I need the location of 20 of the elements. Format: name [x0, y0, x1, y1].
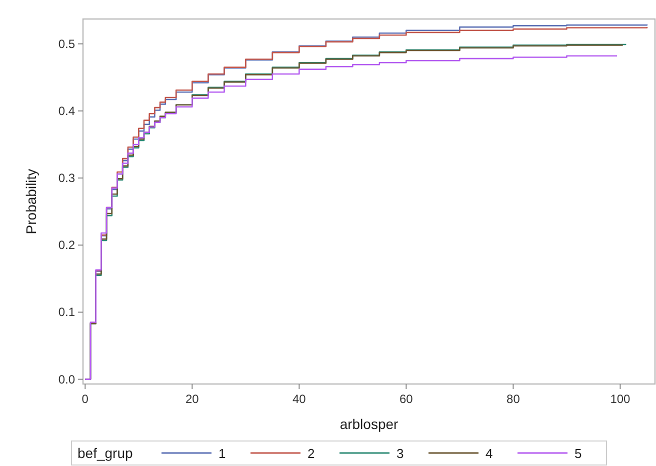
legend-label: 5	[574, 446, 582, 461]
x-tick-label: 0	[82, 392, 89, 406]
y-tick-label: 0.3	[58, 171, 76, 186]
y-tick-label: 0.5	[58, 36, 76, 51]
x-axis-title: arblosper	[340, 416, 399, 432]
y-tick-label: 0.4	[58, 104, 76, 118]
y-axis-title: Probability	[23, 168, 39, 234]
legend-label: 4	[486, 446, 493, 461]
y-tick-label: 0.0	[58, 372, 76, 386]
legend-label: 3	[396, 446, 404, 461]
x-tick-label: 60	[400, 392, 414, 406]
legend-title: bef_grup	[78, 445, 133, 461]
y-tick-label: 0.1	[58, 305, 76, 320]
x-tick-label: 80	[506, 392, 520, 406]
legend-label: 1	[218, 446, 226, 461]
y-tick-label: 0.2	[58, 238, 76, 252]
x-tick-label: 100	[610, 392, 631, 406]
legend-label: 2	[308, 446, 315, 461]
x-tick-label: 40	[292, 392, 306, 406]
x-tick-label: 20	[185, 392, 200, 406]
